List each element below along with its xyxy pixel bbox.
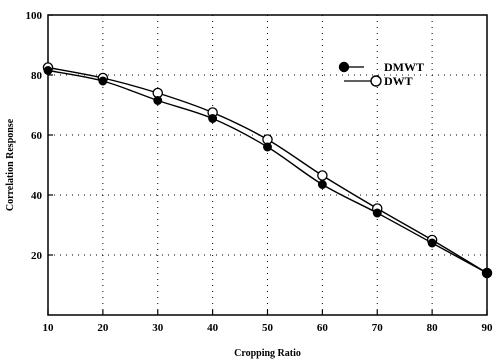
- legend-label-dwt: DWT: [384, 74, 413, 88]
- series-layer: [42, 62, 493, 279]
- x-tick-label: 10: [43, 322, 55, 334]
- axis-ticks: [47, 14, 488, 315]
- y-tick-label: 80: [31, 70, 43, 82]
- y-tick-label: 100: [26, 10, 43, 22]
- y-tick-label: 60: [31, 130, 43, 142]
- data-point-dmwt: [263, 142, 272, 152]
- data-point-dwt: [317, 170, 328, 181]
- data-point-dmwt: [427, 238, 437, 248]
- data-point-dmwt: [98, 76, 108, 86]
- x-tick-label: 70: [372, 322, 384, 334]
- x-axis-title: Cropping Ratio: [234, 348, 301, 359]
- x-tick-label: 50: [262, 322, 274, 334]
- x-tick-label: 30: [152, 322, 164, 334]
- x-tick-label: 60: [317, 322, 329, 334]
- x-tick-label: 90: [482, 322, 494, 334]
- series-line-dwt: [47, 66, 488, 274]
- legend: DMWT DWT: [338, 60, 424, 88]
- y-axis-title: Correlation Response: [5, 118, 16, 211]
- y-tick-label: 40: [31, 190, 43, 202]
- data-point-dmwt: [317, 180, 327, 189]
- x-tick-label: 80: [427, 322, 439, 334]
- data-point-dmwt: [372, 208, 382, 218]
- x-tick-label: 20: [97, 322, 109, 334]
- y-tick-label: 20: [31, 250, 43, 262]
- legend-marker-dmwt: [338, 61, 350, 73]
- legend-label-dmwt: DMWT: [384, 60, 424, 74]
- x-tick-label: 40: [207, 322, 219, 334]
- data-point-dmwt: [153, 96, 163, 105]
- legend-marker-dwt: [370, 75, 382, 87]
- data-point-dmwt: [43, 66, 53, 75]
- data-point-dmwt: [208, 114, 218, 123]
- grid-lines: [48, 15, 487, 315]
- data-point-dmwt: [482, 268, 492, 278]
